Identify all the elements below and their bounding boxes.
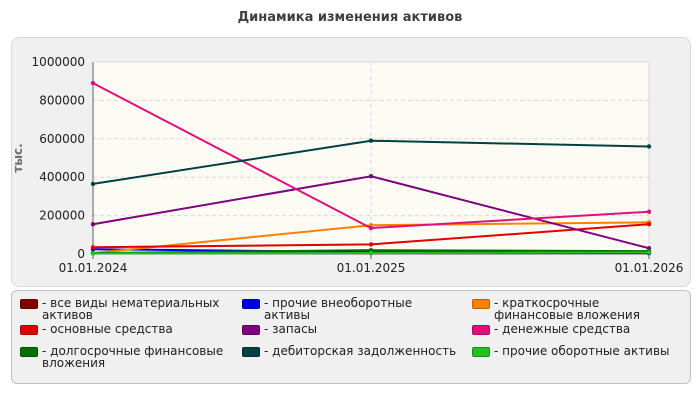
legend-label: - прочие внеоборотные активы xyxy=(264,296,413,322)
data-point xyxy=(90,222,96,227)
legend-panel xyxy=(11,290,691,384)
data-point xyxy=(646,209,652,214)
x-tick-label: 01.01.2024 xyxy=(59,261,128,275)
data-point xyxy=(646,250,652,255)
legend-item: - основные средства xyxy=(20,323,235,335)
legend-label: - основные средства xyxy=(42,322,173,336)
legend-swatch xyxy=(242,325,260,335)
data-point xyxy=(90,245,96,250)
legend-label: - долгосрочные финансовые вложения xyxy=(42,344,224,370)
legend-swatch xyxy=(472,325,490,335)
legend-swatch xyxy=(20,325,38,335)
legend-item: - дебиторская задолженность xyxy=(242,345,457,357)
data-point xyxy=(368,174,374,179)
y-tick-label: 200000 xyxy=(39,209,85,223)
data-point xyxy=(368,250,374,256)
y-axis-label: тыс. xyxy=(11,143,25,172)
legend-label: - прочие оборотные активы xyxy=(494,344,670,358)
legend-label: - денежные средства xyxy=(494,322,631,336)
data-point xyxy=(368,138,374,143)
data-point xyxy=(90,181,96,187)
legend-label: - дебиторская задолженность xyxy=(264,344,457,358)
legend-swatch xyxy=(20,299,38,309)
x-tick-label: 01.01.2025 xyxy=(337,261,406,275)
y-tick-label: 1000000 xyxy=(32,55,85,69)
legend-item: - краткосрочные финансовые вложения xyxy=(472,297,682,321)
x-tick-label: 01.01.2026 xyxy=(615,261,684,275)
legend-item: - прочие оборотные активы xyxy=(472,345,682,357)
legend-swatch xyxy=(472,299,490,309)
legend-swatch xyxy=(242,347,260,357)
legend-item: - все виды нематериальных активов xyxy=(20,297,235,321)
legend-label: - запасы xyxy=(264,322,318,336)
legend-swatch xyxy=(242,299,260,309)
legend-item: - денежные средства xyxy=(472,323,682,335)
legend-swatch xyxy=(20,347,38,357)
data-point xyxy=(646,222,652,227)
legend-item: - долгосрочные финансовые вложения xyxy=(20,345,235,369)
data-point xyxy=(90,251,96,256)
data-point xyxy=(90,80,96,86)
legend-item: - прочие внеоборотные активы xyxy=(242,297,457,321)
legend-label: - все виды нематериальных активов xyxy=(42,296,220,322)
data-point xyxy=(368,225,374,231)
y-tick-label: 0 xyxy=(77,247,85,261)
legend-item: - запасы xyxy=(242,323,457,335)
y-tick-label: 400000 xyxy=(39,170,85,184)
data-point xyxy=(646,144,652,149)
chart-title: Динамика изменения активов xyxy=(237,10,463,25)
data-point xyxy=(368,242,374,247)
legend-label: - краткосрочные финансовые вложения xyxy=(494,296,640,322)
y-tick-label: 800000 xyxy=(39,93,85,107)
legend-swatch xyxy=(472,347,490,357)
y-tick-label: 600000 xyxy=(39,132,85,146)
